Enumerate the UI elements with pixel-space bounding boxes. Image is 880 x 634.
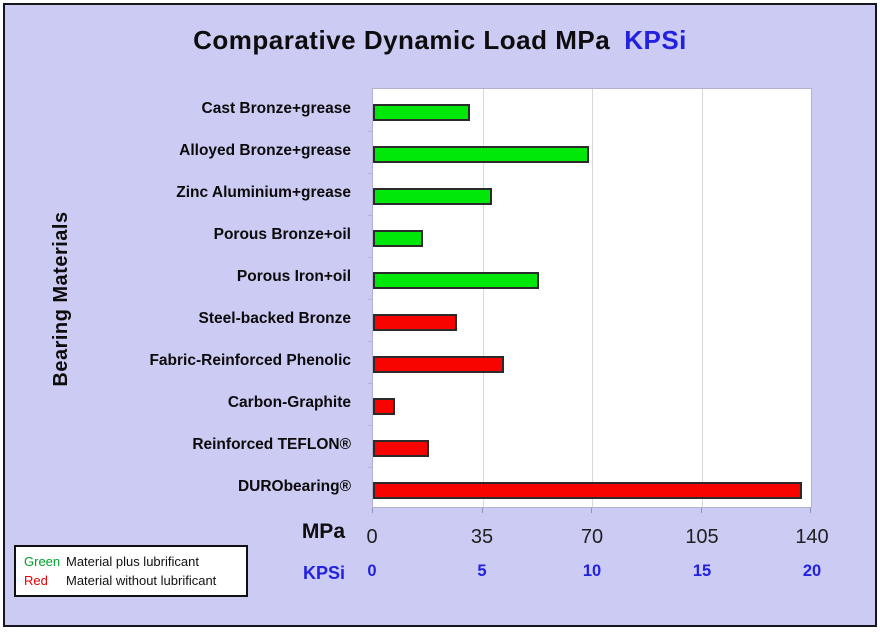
legend-keyword: Green xyxy=(24,554,61,569)
bar-zinc-aluminium-grease xyxy=(373,187,492,205)
legend-item: Green Material plus lubrificant xyxy=(24,552,238,571)
tick-mark-bottom xyxy=(481,508,483,513)
tick-mark-left xyxy=(368,173,372,174)
tick-mark-left xyxy=(368,257,372,258)
bar-cast-bronze-grease xyxy=(373,103,470,121)
kpsi-tick-label: 20 xyxy=(802,562,822,580)
mpa-tick-label: 0 xyxy=(366,526,378,548)
x-axis-mpa-tick-row: 0 35 70 105 140 xyxy=(366,526,828,550)
x-axis-kpsi-tick-row: 0 5 10 15 20 xyxy=(367,562,821,586)
tick-mark-left xyxy=(368,341,372,342)
tick-mark-left xyxy=(368,131,372,132)
tick-mark-left xyxy=(368,299,372,300)
kpsi-tick-label: 5 xyxy=(477,562,487,580)
tick-mark-left xyxy=(368,425,372,426)
mpa-tick-label: 35 xyxy=(470,526,494,548)
chart-canvas: Comparative Dynamic Load MPa KPSi Bearing… xyxy=(3,3,877,627)
tick-mark-left xyxy=(368,215,372,216)
legend-box: Green Material plus lubrificant Red Materia… xyxy=(14,545,248,597)
legend-keyword: Red xyxy=(24,573,48,588)
chart-title: Comparative Dynamic Load MPa KPSi xyxy=(5,25,875,56)
legend-text: Material without lubrificant xyxy=(66,573,217,588)
bar-porous-bronze-oil xyxy=(373,229,424,247)
x-axis-label-mpa: MPa xyxy=(301,520,345,543)
category-label-fabric-reinforced-phenolic: Fabric-Reinforced Phenolic xyxy=(149,352,351,369)
category-label-porous-bronze-oil: Porous Bronze+oil xyxy=(213,226,351,243)
plot-area xyxy=(368,88,812,513)
kpsi-tick-label: 10 xyxy=(582,562,602,580)
category-label-cast-bronze-grease: Cast Bronze+grease xyxy=(201,100,351,117)
bar-carbon-graphite xyxy=(373,397,395,415)
category-label-zinc-aluminium-grease: Zinc Aluminium+grease xyxy=(176,184,351,201)
tick-mark-bottom xyxy=(372,508,373,513)
tick-mark-bottom xyxy=(810,508,811,513)
kpsi-tick-label: 0 xyxy=(367,562,377,580)
mpa-tick-label: 140 xyxy=(795,526,829,548)
mpa-tick-label: 70 xyxy=(580,526,604,548)
legend-text: Material plus lubrificant xyxy=(66,554,199,569)
bar-durobearing xyxy=(373,481,802,499)
category-label-reinforced-teflon: Reinforced TEFLON® xyxy=(192,436,351,453)
category-label-porous-iron-oil: Porous Iron+oil xyxy=(236,268,351,285)
tick-mark-bottom xyxy=(591,508,592,513)
category-label-durobearing: DURObearing® xyxy=(237,478,351,495)
bar-fabric-reinforced-phenolic xyxy=(373,355,505,373)
category-label-carbon-graphite: Carbon-Graphite xyxy=(227,394,351,411)
gridline xyxy=(592,89,593,507)
category-label-alloyed-bronze-grease: Alloyed Bronze+grease xyxy=(179,142,351,159)
category-label-steel-backed-bronze: Steel-backed Bronze xyxy=(198,310,351,327)
gridline xyxy=(482,89,484,507)
tick-mark-left xyxy=(368,383,372,384)
chart-title-kpsi: KPSi xyxy=(624,25,687,55)
bar-porous-iron-oil xyxy=(373,271,539,289)
kpsi-tick-label: 15 xyxy=(692,562,712,580)
x-axis-label-kpsi: KPSi xyxy=(302,563,345,583)
chart-title-main: Comparative Dynamic Load MPa xyxy=(193,25,611,55)
gridline xyxy=(701,89,703,507)
tick-mark-left xyxy=(368,467,372,468)
bar-reinforced-teflon xyxy=(373,439,430,457)
mpa-tick-label: 105 xyxy=(685,526,719,548)
bar-steel-backed-bronze xyxy=(373,313,458,331)
tick-mark-bottom xyxy=(700,508,702,513)
bar-alloyed-bronze-grease xyxy=(373,145,589,163)
legend-item: Red Material without lubrificant xyxy=(24,571,238,590)
